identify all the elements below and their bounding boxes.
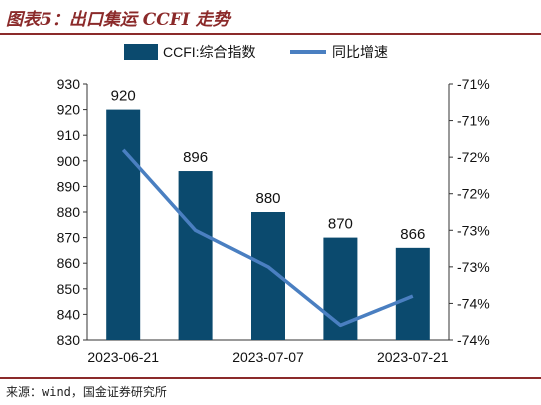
y-right-tick-label: -73%	[457, 222, 490, 238]
legend-label-bar: CCFI:综合指数	[163, 44, 256, 60]
y-left-tick-label: 890	[57, 178, 81, 194]
y-left-tick-label: 840	[57, 306, 81, 322]
y-left-tick-label: 870	[57, 230, 81, 246]
bar	[178, 171, 213, 340]
bar-data-label: 866	[400, 226, 425, 243]
x-tick-label: 2023-06-21	[87, 349, 159, 365]
y-right-tick-label: -74%	[457, 295, 490, 311]
bar	[395, 247, 430, 340]
y-right-tick-label: -74%	[457, 332, 490, 348]
bar	[106, 109, 141, 340]
y-left-tick-label: 850	[57, 281, 81, 297]
chart: CCFI:综合指数 同比增速 830 840 850 860 870 880 890 900 910…	[57, 44, 490, 365]
legend-swatch-bar	[124, 44, 158, 60]
x-tick-label: 2023-07-21	[377, 349, 449, 365]
chart-title: 图表5：出口集运 CCFI 走势	[6, 10, 230, 30]
bar-data-label: 896	[183, 149, 208, 166]
bar-data-label: 880	[255, 190, 280, 207]
bar	[323, 237, 358, 340]
y-left-tick-label: 920	[57, 102, 81, 118]
y-left-tick-label: 830	[57, 332, 81, 348]
bar-data-label: 870	[328, 216, 353, 233]
y-left-tick-label: 930	[57, 76, 81, 92]
y-right-tick-label: -72%	[457, 149, 490, 165]
y-left-tick-label: 860	[57, 255, 81, 271]
y-right-tick-label: -71%	[457, 113, 490, 129]
x-tick-label: 2023-07-07	[232, 349, 304, 365]
bar-data-label: 920	[111, 88, 136, 105]
title-rule	[0, 33, 541, 35]
source-rule	[0, 377, 541, 379]
source-note: 来源：wind，国金证券研究所	[6, 385, 167, 399]
y-right-tick-label: -73%	[457, 259, 490, 275]
line-series-yoy	[121, 148, 414, 328]
y-right-tick-label: -72%	[457, 186, 490, 202]
y-left-tick-label: 900	[57, 153, 81, 169]
legend-label-line: 同比增速	[332, 44, 388, 60]
y-right-tick-label: -71%	[457, 76, 490, 92]
y-left-tick-label: 880	[57, 204, 81, 220]
y-left-tick-label: 910	[57, 127, 81, 143]
